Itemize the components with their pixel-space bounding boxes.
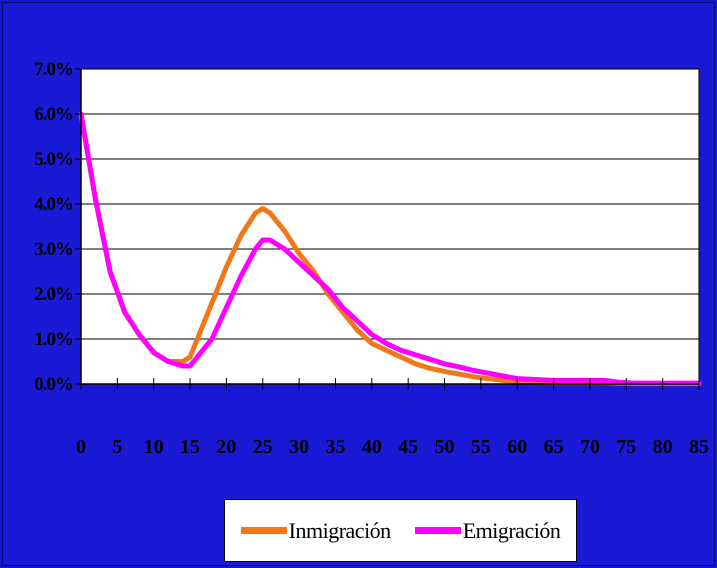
y-tick-label: 7.0% [34,59,73,80]
y-tick-label: 0.0% [34,374,73,395]
x-tick-label: 40 [362,436,382,458]
x-tick-label: 0 [76,436,86,458]
y-tick-label: 5.0% [34,149,73,170]
x-tick-label: 45 [398,436,418,458]
legend-swatch-inmigracion [240,527,287,534]
x-tick-label: 30 [289,436,309,458]
line-chart: 0.0% 1.0% 2.0% 3.0% 4.0% 5.0% 6.0% 7.0% 0 5 10 15 2… [34,59,709,458]
legend-swatch-emigracion [414,527,461,534]
y-tick-label: 3.0% [34,239,73,260]
series-line-emigracion [78,111,702,386]
x-tick-label: 50 [435,436,455,458]
x-tick-label: 60 [507,436,527,458]
legend-label-inmigracion: Inmigración [288,517,392,543]
x-tick-label: 80 [653,436,673,458]
legend: Inmigración Emigración [224,499,577,562]
x-tick-label: 15 [180,436,200,458]
x-tick-label: 10 [144,436,164,458]
legend-label-emigracion: Emigración [462,517,561,543]
x-tick-label: 35 [325,436,345,458]
y-tick-label: 6.0% [34,104,73,125]
x-tick-label: 65 [544,436,564,458]
legend-item-inmigracion: Inmigración [240,517,392,544]
x-tick-label: 70 [580,436,600,458]
legend-item-emigracion: Emigración [414,517,561,544]
y-tick-label: 2.0% [34,284,73,305]
y-tick-label: 1.0% [34,329,73,350]
x-tick-label: 85 [689,436,709,458]
x-tick-label: 25 [253,436,273,458]
y-tick-label: 4.0% [34,194,73,215]
x-tick-label: 75 [616,436,636,458]
x-tick-label: 20 [216,436,236,458]
plot-area [80,68,700,385]
x-tick-label: 55 [471,436,491,458]
x-tick-label: 5 [112,436,122,458]
